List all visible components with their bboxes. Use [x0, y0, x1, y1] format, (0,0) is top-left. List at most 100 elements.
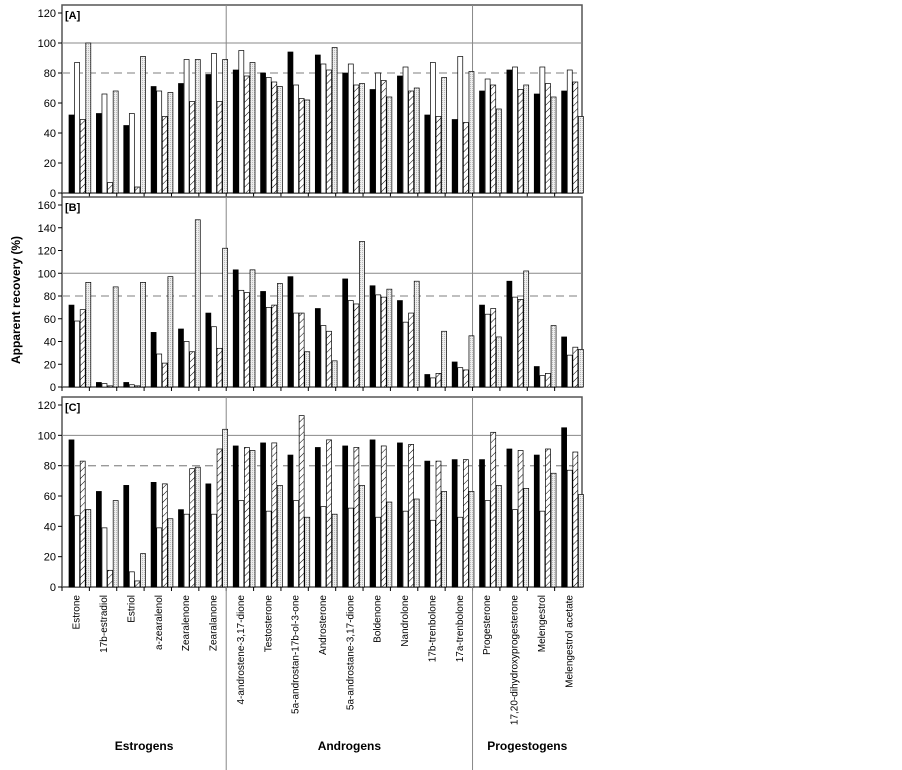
bar-dotted-2-8 [304, 516, 311, 588]
bar-black-0-0 [68, 114, 75, 194]
bar-white-2-4 [183, 513, 190, 588]
bar-black-0-2 [123, 125, 130, 194]
y-tick-label: 60 [44, 314, 56, 326]
bar-white-2-3 [156, 527, 163, 588]
bar-white-2-2 [128, 571, 135, 588]
bar-hatched-2-11 [380, 445, 387, 588]
bar-black-0-9 [314, 54, 321, 194]
bar-white-2-10 [347, 507, 354, 588]
bar-white-1-12 [402, 321, 409, 388]
bar-dotted-0-17 [550, 96, 557, 194]
bar-dotted-0-11 [386, 96, 393, 194]
bar-dotted-0-13 [441, 77, 447, 194]
bar-dotted-2-17 [550, 472, 557, 588]
bar-dotted-0-3 [167, 92, 174, 194]
bar-black-1-15 [479, 304, 485, 388]
bar-white-2-12 [402, 510, 409, 588]
bar-black-1-11 [369, 285, 376, 388]
bar-dotted-0-12 [413, 87, 420, 194]
bar-white-1-3 [156, 353, 163, 388]
bar-black-2-1 [96, 491, 102, 588]
bar-hatched-1-12 [408, 312, 414, 388]
bar-hatched-0-10 [353, 84, 360, 194]
bar-hatched-1-4 [189, 351, 196, 388]
group-label: Progestogens [487, 739, 567, 753]
bar-black-0-13 [424, 114, 431, 194]
bar-hatched-0-11 [380, 80, 387, 194]
bar-black-0-10 [342, 72, 349, 194]
bar-hatched-1-6 [244, 292, 250, 388]
bar-dotted-0-15 [495, 108, 502, 194]
y-tick-label: 40 [44, 337, 56, 349]
bar-black-0-4 [178, 83, 184, 194]
bar-black-2-15 [479, 459, 485, 588]
y-tick-label: 0 [50, 582, 56, 594]
panel-label: [C] [65, 402, 81, 414]
bar-white-0-3 [156, 90, 163, 194]
bar-white-1-13 [430, 377, 436, 388]
bar-hatched-0-3 [161, 116, 168, 194]
bar-black-1-13 [424, 374, 431, 388]
category-label: 5a-androstan-17b-ol-3-one [291, 595, 302, 714]
bar-dotted-1-0 [85, 282, 92, 388]
bar-black-2-14 [451, 459, 458, 588]
bar-dotted-2-5 [222, 428, 228, 588]
bar-black-0-12 [397, 75, 403, 194]
bar-black-0-6 [232, 69, 239, 194]
bar-white-0-8 [293, 84, 299, 194]
bar-black-1-7 [260, 291, 266, 388]
bar-hatched-0-13 [435, 116, 442, 194]
category-label: Nandrolone [400, 595, 411, 647]
bar-white-0-18 [566, 69, 573, 194]
bar-white-1-11 [375, 294, 382, 388]
bar-hatched-2-12 [408, 444, 414, 588]
bar-hatched-1-11 [380, 296, 387, 388]
bar-black-0-18 [561, 90, 567, 194]
bar-hatched-2-9 [326, 439, 332, 588]
bar-black-1-10 [342, 278, 349, 388]
category-label: 17a-trenbolone [455, 595, 466, 663]
bar-white-0-7 [265, 77, 272, 194]
bar-hatched-0-16 [517, 89, 524, 194]
bar-hatched-0-5 [216, 101, 223, 194]
bar-black-2-17 [533, 454, 540, 588]
bar-hatched-2-16 [517, 450, 524, 588]
y-tick-label: 20 [44, 158, 56, 170]
category-label: Estrone [72, 595, 83, 630]
y-tick-label: 120 [38, 400, 56, 412]
bar-dotted-0-14 [468, 71, 475, 194]
bar-hatched-0-4 [189, 101, 196, 194]
bar-white-0-16 [512, 66, 518, 194]
y-tick-label: 40 [44, 521, 56, 533]
y-tick-label: 80 [44, 291, 56, 303]
bar-hatched-0-14 [463, 122, 469, 194]
bar-dotted-1-10 [359, 241, 365, 388]
bar-white-0-1 [101, 93, 108, 194]
bar-dotted-2-16 [523, 488, 530, 588]
category-label: Boldenone [373, 595, 384, 643]
bar-white-1-17 [539, 375, 546, 388]
bar-white-0-17 [539, 66, 546, 194]
y-tick-label: 0 [50, 188, 56, 200]
y-tick-label: 100 [38, 430, 56, 442]
bar-hatched-0-6 [244, 75, 250, 194]
bar-white-1-7 [265, 307, 272, 388]
bar-dotted-0-10 [359, 83, 365, 194]
y-tick-label: 20 [44, 359, 56, 371]
bar-dotted-1-9 [331, 360, 338, 388]
bar-hatched-1-3 [161, 362, 168, 388]
bar-hatched-2-0 [79, 460, 86, 588]
bar-hatched-2-2 [134, 580, 141, 588]
bar-dotted-0-18 [578, 116, 584, 194]
bar-white-1-16 [512, 296, 518, 388]
bar-black-1-17 [533, 366, 540, 388]
bar-dotted-0-4 [194, 59, 201, 194]
bar-dotted-1-12 [413, 280, 420, 388]
bar-black-2-2 [123, 485, 130, 588]
bar-black-2-9 [314, 447, 321, 588]
bar-white-1-1 [101, 383, 108, 388]
bar-hatched-2-6 [244, 447, 250, 588]
category-label: Melengestrol [537, 595, 548, 652]
bar-hatched-1-5 [216, 347, 223, 388]
category-label: 17b-estradiol [99, 595, 110, 653]
